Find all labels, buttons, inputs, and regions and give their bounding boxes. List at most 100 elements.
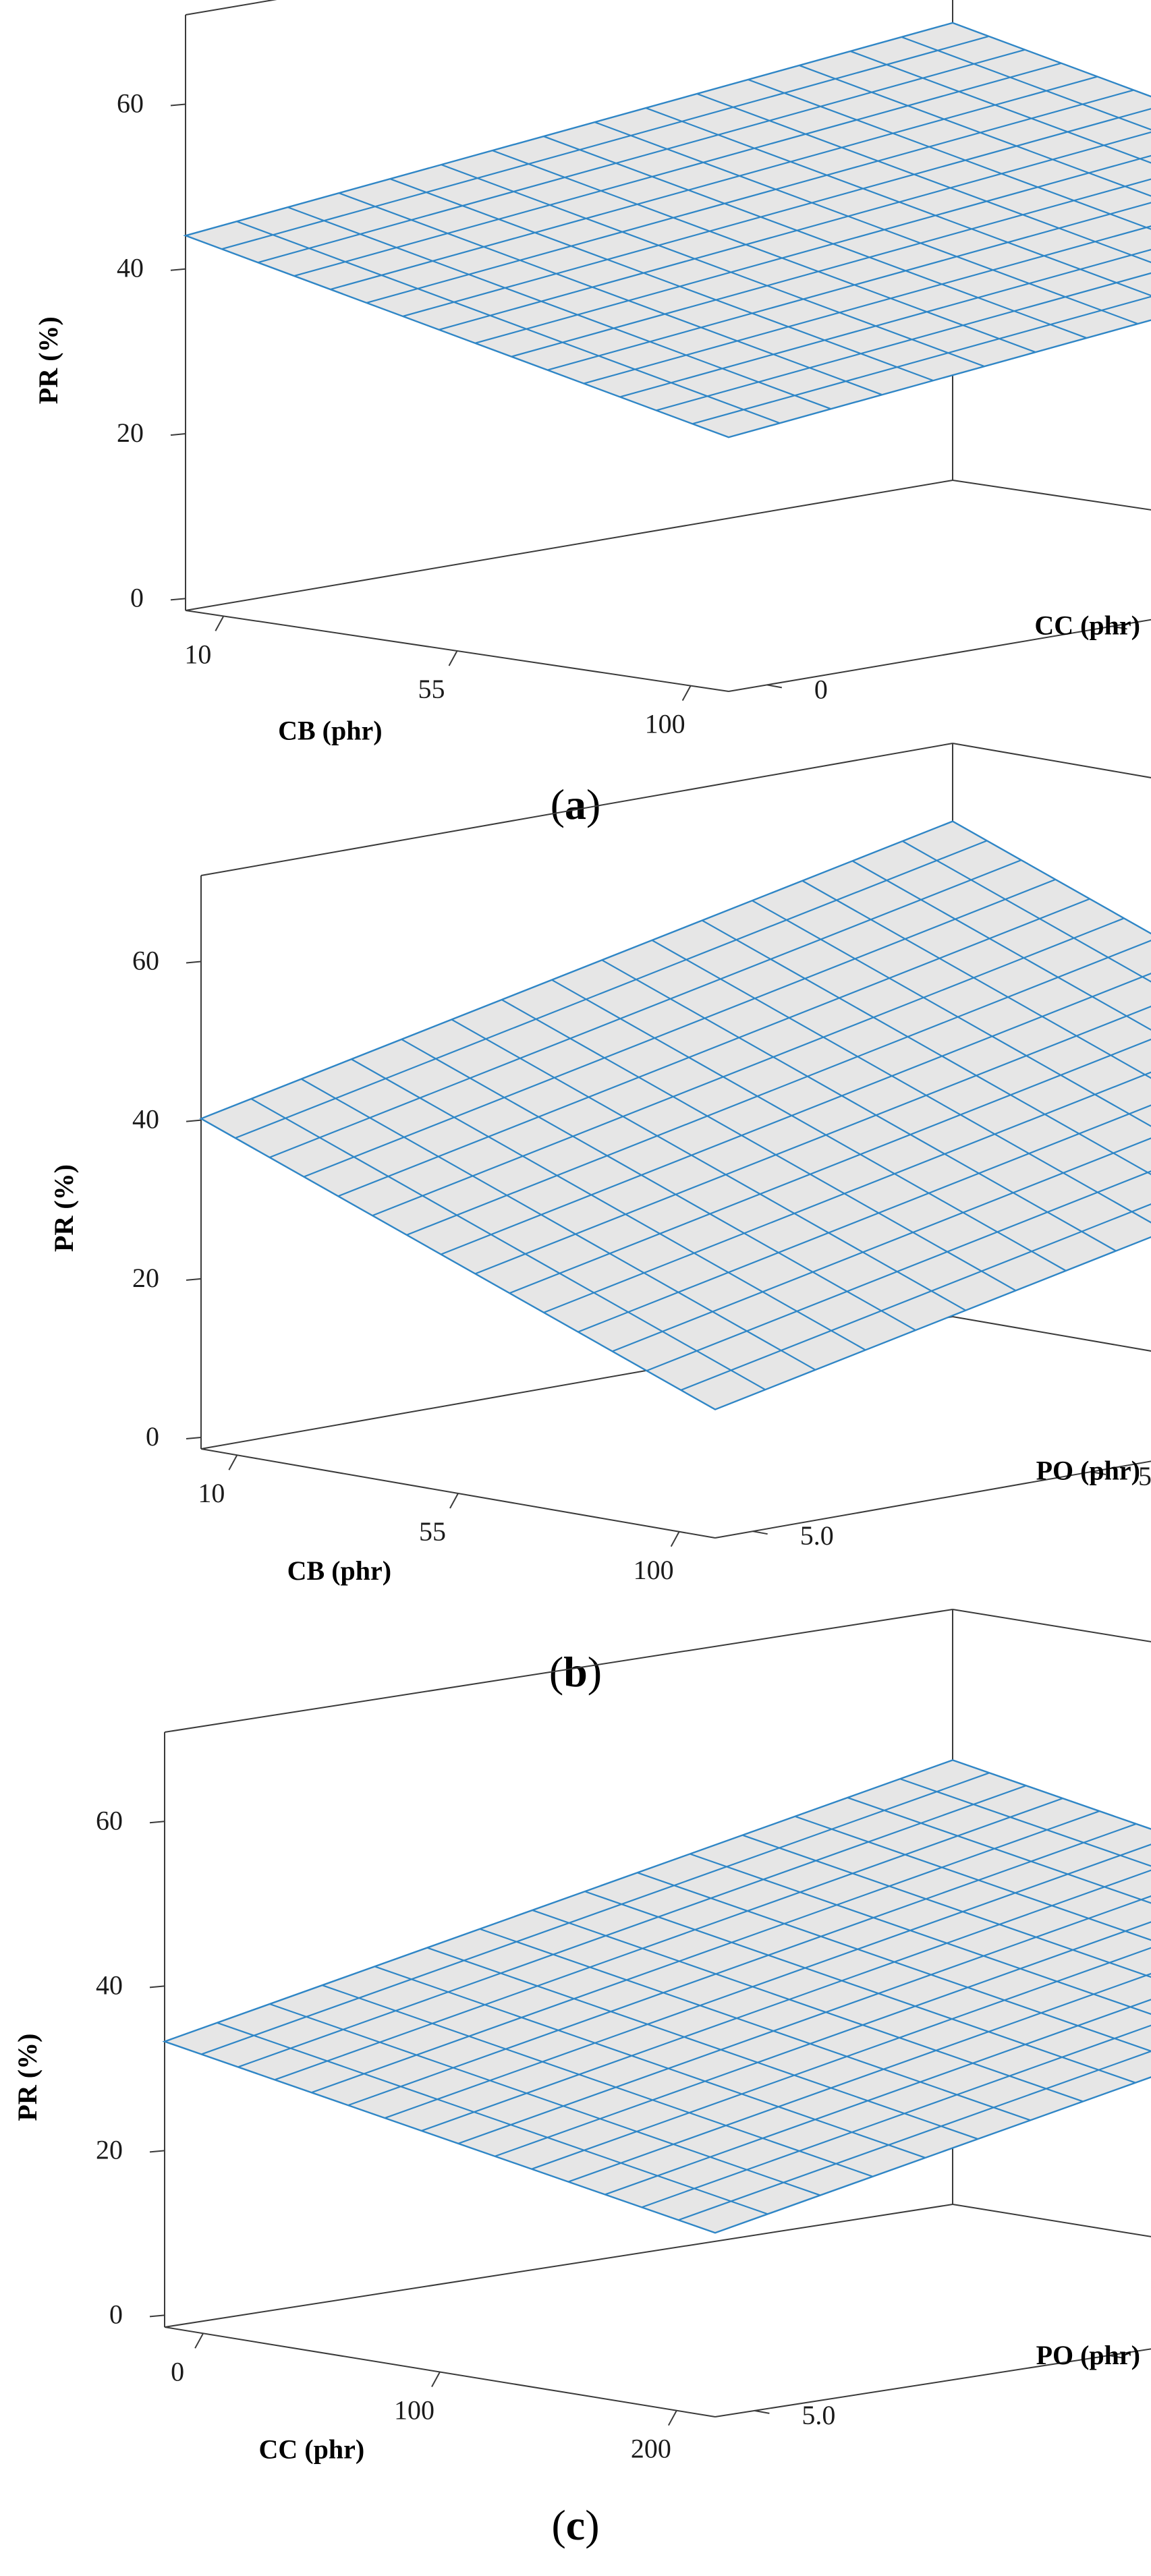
mesh-line-x	[258, 49, 1026, 264]
mesh-line-y	[748, 78, 1151, 230]
mesh-line-x	[269, 859, 1022, 1158]
frame-edge	[952, 1316, 1151, 1352]
z-axis-title: PR (%)	[33, 316, 63, 404]
mesh-line-y	[217, 2022, 768, 2215]
panel-label: (b)	[549, 1648, 602, 1696]
mesh-line-x	[584, 225, 1151, 384]
y-axis-title: PO (phr)	[1036, 1455, 1140, 1485]
mesh-line-x	[656, 272, 1151, 411]
x-tick-label: 55	[419, 1516, 446, 1547]
z-tick	[149, 2314, 165, 2318]
x-tick-label: 200	[631, 2434, 671, 2464]
y-tick	[752, 1530, 768, 1535]
mesh-line-x	[619, 248, 1151, 398]
mesh-line-y	[584, 1891, 1136, 2084]
mesh-line-x	[274, 1798, 1063, 2081]
mesh-line-y	[851, 860, 1151, 1031]
panel-label: (c)	[551, 2501, 599, 2549]
mesh-line-y	[850, 50, 1151, 164]
panel-label: (a)	[551, 780, 601, 828]
z-tick-label: 0	[146, 1421, 159, 1452]
mesh-line-x	[678, 2050, 1151, 2221]
mesh-line-y	[795, 1815, 1151, 1941]
x-tick-label: 100	[645, 709, 685, 739]
z-tick	[149, 2150, 165, 2153]
mesh-line-y	[300, 1078, 816, 1371]
y-axis-title: CC (phr)	[1034, 610, 1140, 640]
x-tick	[448, 650, 458, 666]
y-tick	[1090, 1471, 1106, 1475]
mesh-line-x	[337, 898, 1090, 1197]
mesh-line-y	[847, 1797, 1151, 1904]
mesh-line-x	[385, 1843, 1151, 2119]
frame-edge	[185, 0, 277, 16]
z-tick-label: 60	[117, 88, 144, 118]
x-tick-label: 10	[198, 1478, 225, 1508]
z-axis-title: PR (%)	[12, 2034, 43, 2121]
z-tick-label: 20	[117, 418, 144, 448]
x-tick	[670, 1531, 680, 1547]
frame-edge	[952, 743, 1151, 778]
mesh-line-x	[293, 62, 1062, 277]
x-axis-title: CB (phr)	[278, 715, 382, 745]
z-tick-label: 60	[96, 1805, 123, 1835]
z-tick-label: 20	[96, 2134, 123, 2165]
mesh-line-y	[269, 2003, 821, 2196]
y-tick	[754, 2409, 770, 2414]
mesh-line-y	[901, 36, 1151, 131]
y-tick-label: 5.0	[802, 2400, 835, 2430]
x-axis: 10 55 100 CB (phr)	[184, 615, 692, 745]
mesh-line-x	[531, 1947, 1151, 2170]
chart-panel-c: 0 20 40 60 PR (%) 0 100 200 CC (phr) 5.052.5100.0…	[12, 1609, 1151, 2549]
mesh-line-y	[752, 900, 1151, 1127]
y-tick-label: 5.0	[800, 1520, 834, 1551]
mesh-line-x	[680, 1203, 1151, 1391]
mesh-line-y	[902, 840, 1151, 983]
mesh-line-x	[439, 131, 1151, 331]
mesh-line-x	[495, 1921, 1151, 2157]
z-axis: 0 20 40 60 PR (%)	[49, 946, 202, 1452]
mesh-line-x	[474, 1005, 1151, 1275]
z-axis: 0 20 40 60 PR (%)	[12, 1805, 165, 2329]
z-tick-label: 40	[96, 1970, 123, 2000]
surface-plane	[201, 821, 1151, 1410]
mesh-line-x	[237, 1785, 1027, 2068]
x-axis: 10 55 100 CB (phr)	[198, 1454, 680, 1586]
mesh-line-y	[401, 1038, 916, 1332]
mesh-line-x	[406, 940, 1151, 1236]
mesh-line-y	[651, 939, 1151, 1224]
mesh-line-y	[532, 1909, 1084, 2102]
frame-edge	[952, 480, 1151, 511]
x-tick	[431, 2372, 441, 2387]
mesh-line-x	[692, 295, 1151, 425]
mesh-line-y	[441, 164, 985, 368]
mesh-line-x	[330, 76, 1098, 291]
mesh-line-x	[578, 1104, 1151, 1333]
surface-outline	[199, 820, 1151, 1410]
mesh-line-x	[543, 1071, 1151, 1313]
response-surface	[199, 820, 1151, 1410]
x-tick-label: 10	[184, 639, 211, 669]
x-tick-label: 0	[171, 2356, 184, 2386]
z-axis-title: PR (%)	[49, 1164, 79, 1252]
mesh-line-y	[899, 1778, 1151, 1867]
z-tick	[170, 433, 186, 436]
frame-edge	[952, 1609, 1151, 1642]
x-tick	[194, 2332, 204, 2349]
mesh-line-y	[601, 959, 1117, 1252]
mesh-line-x	[201, 1772, 990, 2055]
mesh-line-x	[303, 878, 1056, 1178]
z-tick-label: 0	[109, 2299, 123, 2329]
mesh-line-y	[637, 1872, 1151, 2052]
z-tick	[170, 598, 186, 601]
mesh-line-x	[372, 917, 1125, 1217]
x-axis-title: CC (phr)	[259, 2434, 365, 2464]
x-tick-label: 100	[634, 1555, 674, 1585]
mesh-line-y	[426, 1947, 978, 2140]
mesh-line-x	[457, 1895, 1151, 2144]
frame-edge	[164, 1609, 953, 1733]
z-tick	[186, 961, 202, 964]
